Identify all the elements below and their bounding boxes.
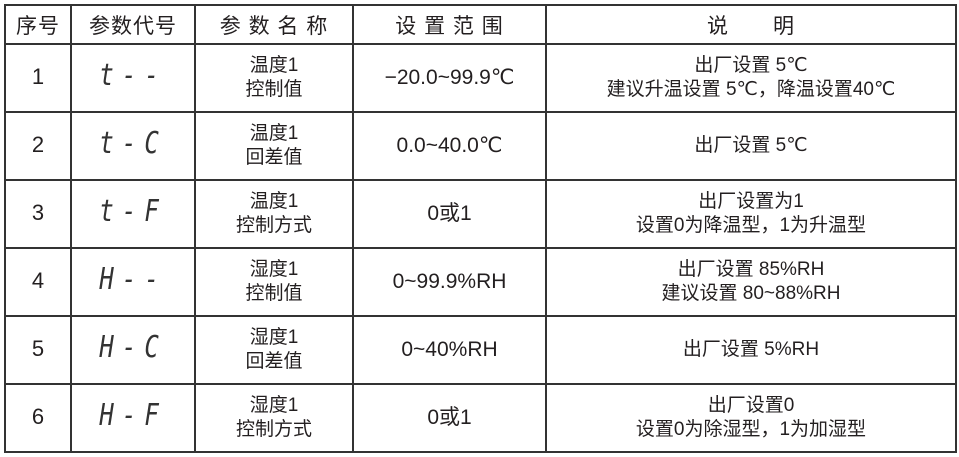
row-code: H-C — [70, 315, 196, 385]
description-line: 出厂设置 5℃ — [694, 55, 808, 76]
row-range: 0或1 — [352, 383, 547, 453]
name-line: 控制方式 — [235, 419, 312, 440]
parameter-code: t-C — [99, 126, 167, 161]
parameter-code: H-F — [99, 398, 167, 433]
row-name: 湿度1 控制值 — [194, 247, 354, 317]
header-row: 序号 参数代号 参 数 名 称 设 置 范 围 说 明 — [4, 4, 957, 45]
row-index: 6 — [4, 383, 72, 453]
table-row: 5 H-C 湿度1 回差值 0~40%RH 出厂设置 5%RH — [4, 315, 957, 385]
row-name: 湿度1 回差值 — [194, 315, 354, 385]
description-line: 出厂设置为1 — [698, 191, 804, 212]
row-range: 0.0~40.0℃ — [352, 111, 547, 181]
name-line: 温度1 — [249, 191, 299, 212]
row-description: 出厂设置 5℃ — [545, 111, 957, 181]
row-code: t-F — [70, 179, 196, 249]
range-text: 0.0~40.0℃ — [396, 133, 503, 157]
header-range: 设 置 范 围 — [352, 4, 547, 45]
description-line: 建议升温设置 5℃，降温设置40℃ — [606, 79, 896, 100]
row-description: 出厂设置 5℃ 建议升温设置 5℃，降温设置40℃ — [545, 43, 957, 113]
name-line: 湿度1 — [249, 259, 299, 280]
range-text: 0~99.9%RH — [392, 269, 507, 293]
row-name: 温度1 回差值 — [194, 111, 354, 181]
index-text: 3 — [31, 200, 45, 225]
row-name: 温度1 控制方式 — [194, 179, 354, 249]
row-range: 0~40%RH — [352, 315, 547, 385]
range-text: 0~40%RH — [401, 337, 498, 361]
row-index: 4 — [4, 247, 72, 317]
description-line: 设置0为除湿型，1为加湿型 — [635, 419, 867, 440]
description-line: 出厂设置 5℃ — [694, 135, 808, 156]
description-line: 建议设置 80~88%RH — [661, 283, 841, 304]
range-text: −20.0~99.9℃ — [384, 65, 515, 89]
parameter-code: t-- — [99, 58, 167, 93]
description-line: 出厂设置 85%RH — [677, 259, 825, 280]
range-text: 0或1 — [427, 201, 472, 225]
table-row: 1 t-- 温度1 控制值 −20.0~99.9℃ 出厂设置 5℃ 建议升温设置 5℃，降温… — [4, 43, 957, 113]
parameter-code: H-- — [99, 262, 167, 297]
header-name: 参 数 名 称 — [194, 4, 354, 45]
row-range: 0或1 — [352, 179, 547, 249]
row-range: 0~99.9%RH — [352, 247, 547, 317]
header-index: 序号 — [4, 4, 72, 45]
name-line: 控制方式 — [235, 215, 312, 236]
row-description: 出厂设置 85%RH 建议设置 80~88%RH — [545, 247, 957, 317]
index-text: 6 — [31, 404, 45, 429]
name-line: 回差值 — [245, 147, 303, 168]
row-index: 3 — [4, 179, 72, 249]
table-row: 4 H-- 湿度1 控制值 0~99.9%RH 出厂设置 85%RH 建议设置 80~88%… — [4, 247, 957, 317]
row-code: t-- — [70, 43, 196, 113]
index-text: 2 — [31, 132, 45, 157]
parameter-table: 序号 参数代号 参 数 名 称 设 置 范 围 说 明 1 t-- 温度1 控制值 −2… — [4, 4, 957, 453]
row-index: 5 — [4, 315, 72, 385]
row-code: t-C — [70, 111, 196, 181]
parameter-code: H-C — [99, 330, 167, 365]
row-name: 湿度1 控制方式 — [194, 383, 354, 453]
row-description: 出厂设置为1 设置0为降温型，1为升温型 — [545, 179, 957, 249]
name-line: 湿度1 — [249, 395, 299, 416]
name-line: 湿度1 — [249, 327, 299, 348]
name-line: 控制值 — [245, 283, 303, 304]
row-code: H-- — [70, 247, 196, 317]
name-line: 温度1 — [249, 55, 299, 76]
table-row: 6 H-F 湿度1 控制方式 0或1 出厂设置0 设置0为除湿型，1为加湿型 — [4, 383, 957, 453]
row-range: −20.0~99.9℃ — [352, 43, 547, 113]
range-text: 0或1 — [427, 405, 472, 429]
parameter-code: t-F — [99, 194, 167, 229]
name-line: 温度1 — [249, 123, 299, 144]
row-description: 出厂设置 5%RH — [545, 315, 957, 385]
row-index: 1 — [4, 43, 72, 113]
table-row: 2 t-C 温度1 回差值 0.0~40.0℃ 出厂设置 5℃ — [4, 111, 957, 181]
row-index: 2 — [4, 111, 72, 181]
index-text: 4 — [31, 268, 45, 293]
row-code: H-F — [70, 383, 196, 453]
row-description: 出厂设置0 设置0为除湿型，1为加湿型 — [545, 383, 957, 453]
index-text: 5 — [31, 336, 45, 361]
row-name: 温度1 控制值 — [194, 43, 354, 113]
header-code: 参数代号 — [70, 4, 196, 45]
name-line: 回差值 — [245, 351, 303, 372]
description-line: 出厂设置0 — [707, 395, 795, 416]
description-line: 出厂设置 5%RH — [682, 339, 820, 360]
description-line: 设置0为降温型，1为升温型 — [635, 215, 867, 236]
header-description: 说 明 — [545, 4, 957, 45]
index-text: 1 — [31, 64, 45, 89]
name-line: 控制值 — [245, 79, 303, 100]
table-row: 3 t-F 温度1 控制方式 0或1 出厂设置为1 设置0为降温型，1为升温型 — [4, 179, 957, 249]
